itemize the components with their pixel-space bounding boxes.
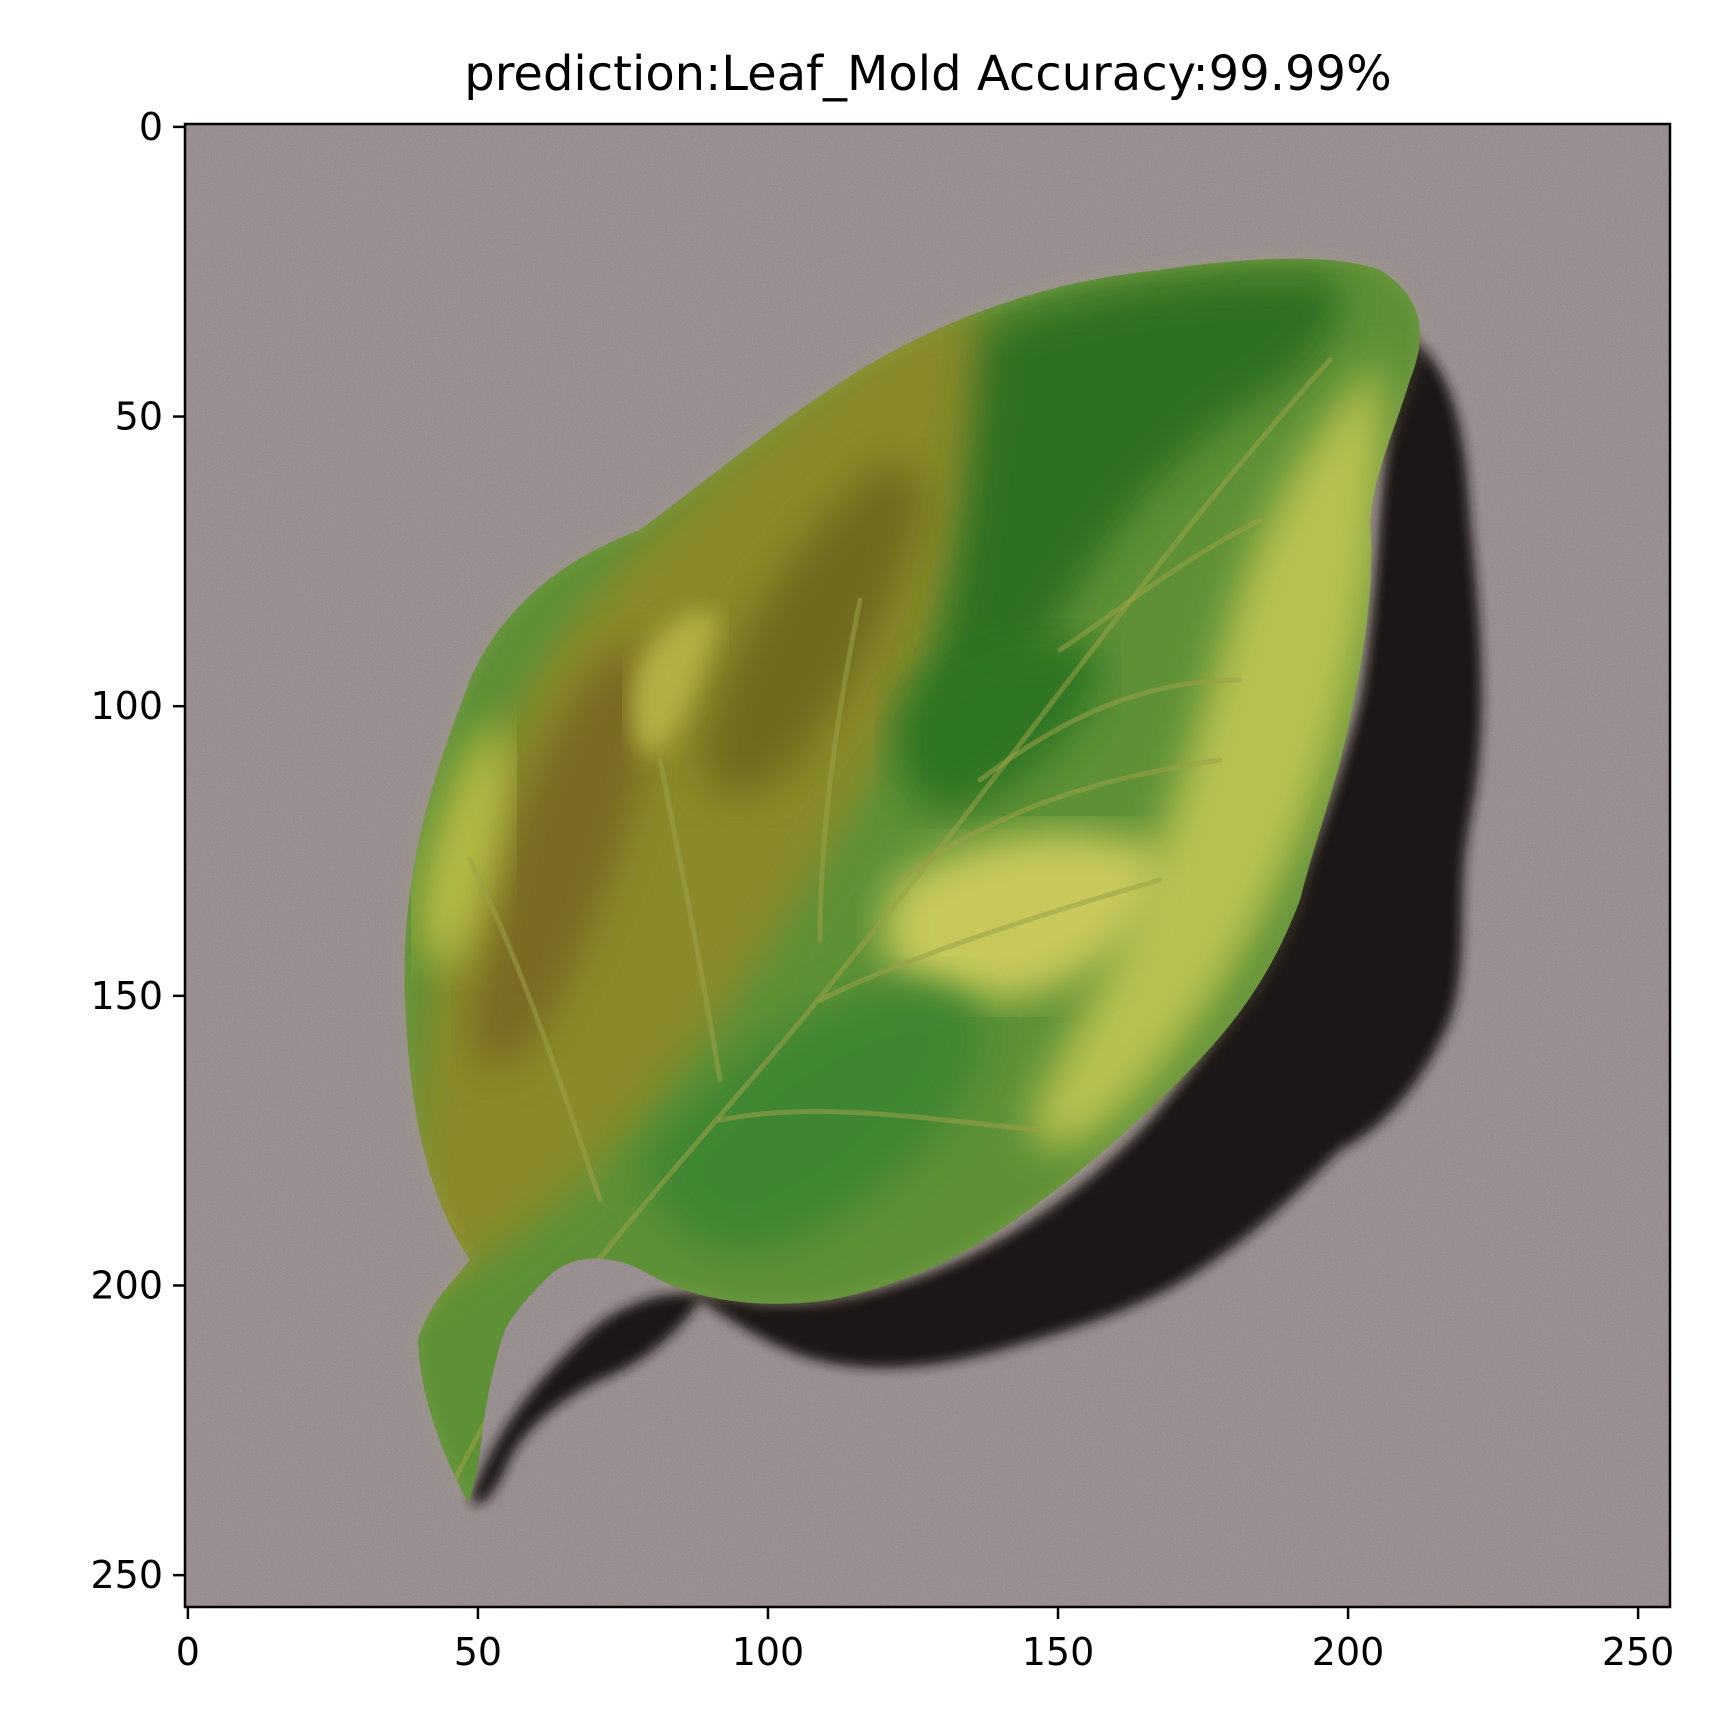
y-tick-label: 200 <box>90 1263 163 1307</box>
x-tick-label: 50 <box>454 1630 502 1674</box>
leaf-photo <box>185 124 1670 1607</box>
y-tick-label: 0 <box>139 105 163 149</box>
x-tick-label: 0 <box>176 1630 200 1674</box>
figure-title: prediction:Leaf_Mold Accuracy:99.99% <box>464 46 1391 102</box>
x-tick-label: 250 <box>1602 1630 1675 1674</box>
y-tick-label: 250 <box>90 1553 163 1597</box>
y-axis: 0 50 100 150 200 250 <box>90 105 185 1597</box>
y-tick-label: 50 <box>115 395 163 439</box>
y-tick-label: 100 <box>90 684 163 728</box>
leaf-shadow <box>470 330 1482 1504</box>
x-axis: 0 50 100 150 200 250 <box>176 1607 1675 1674</box>
x-tick-label: 100 <box>732 1630 805 1674</box>
x-tick-label: 200 <box>1312 1630 1385 1674</box>
y-tick-label: 150 <box>90 974 163 1018</box>
axes-frame <box>183 122 1672 1609</box>
x-tick-label: 150 <box>1022 1630 1095 1674</box>
